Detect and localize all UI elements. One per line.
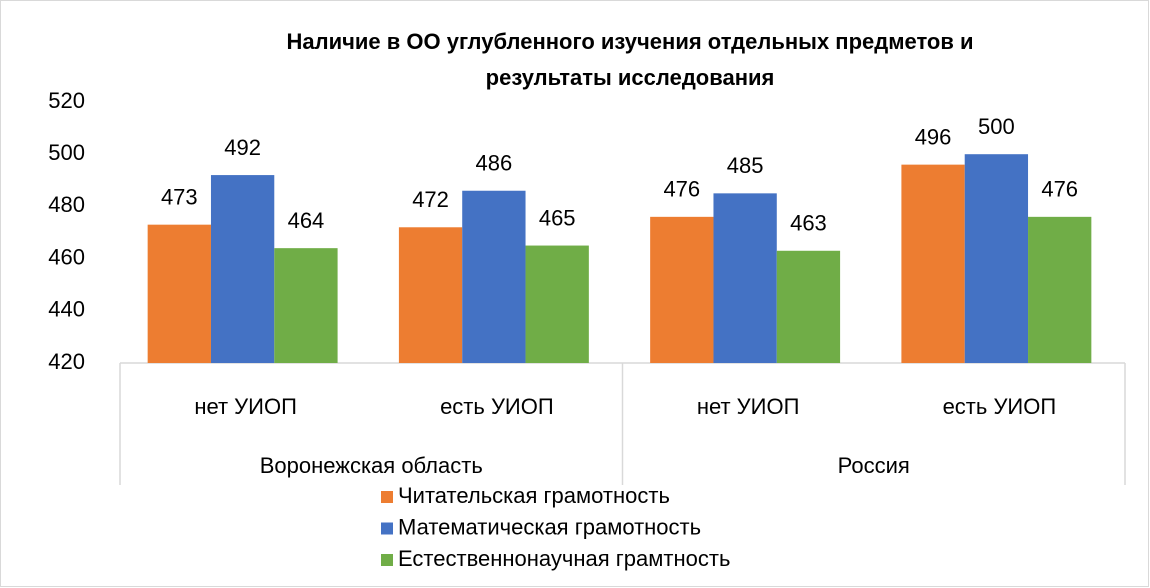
data-label: 463 xyxy=(790,211,827,236)
data-label: 485 xyxy=(727,153,764,178)
data-label: 464 xyxy=(288,208,325,233)
chart-title: Наличие в ОО углубленного изучения отдел… xyxy=(286,29,973,54)
bar xyxy=(713,193,777,363)
bar xyxy=(147,224,211,363)
legend-swatch xyxy=(381,554,393,566)
bar xyxy=(776,250,841,363)
data-label: 473 xyxy=(161,184,198,209)
legend-label: Математическая грамотность xyxy=(398,514,701,539)
bar xyxy=(525,245,589,363)
data-label: 472 xyxy=(412,187,449,212)
data-label: 465 xyxy=(539,205,576,230)
x-tick-label: нет УИОП xyxy=(697,394,800,419)
bar xyxy=(462,190,526,363)
data-label: 492 xyxy=(224,135,261,160)
bar xyxy=(1028,216,1092,363)
bar xyxy=(210,175,275,363)
bar xyxy=(901,164,965,363)
data-label: 476 xyxy=(1041,177,1078,202)
data-label: 476 xyxy=(663,177,700,202)
y-tick-label: 440 xyxy=(48,297,85,322)
legend-label: Естественнонаучная грамтность xyxy=(398,546,730,571)
group-label: Россия xyxy=(838,453,910,478)
group-label: Воронежская область xyxy=(260,453,483,478)
bar xyxy=(274,248,338,363)
data-label: 496 xyxy=(915,124,952,149)
bar xyxy=(964,154,1029,363)
data-label: 486 xyxy=(476,151,513,176)
y-tick-label: 420 xyxy=(48,349,85,374)
y-tick-label: 520 xyxy=(48,88,85,113)
legend-label: Читательская грамотность xyxy=(398,483,670,508)
x-tick-label: есть УИОП xyxy=(943,394,1057,419)
chart-title: результаты исследования xyxy=(486,65,775,90)
legend-swatch xyxy=(381,491,393,503)
y-tick-label: 500 xyxy=(48,140,85,165)
bar xyxy=(398,227,463,363)
y-tick-label: 480 xyxy=(48,192,85,217)
y-tick-label: 460 xyxy=(48,244,85,269)
x-tick-label: нет УИОП xyxy=(194,394,297,419)
bar xyxy=(650,216,714,363)
x-tick-label: есть УИОП xyxy=(440,394,554,419)
legend-swatch xyxy=(381,522,393,535)
data-label: 500 xyxy=(978,114,1015,139)
